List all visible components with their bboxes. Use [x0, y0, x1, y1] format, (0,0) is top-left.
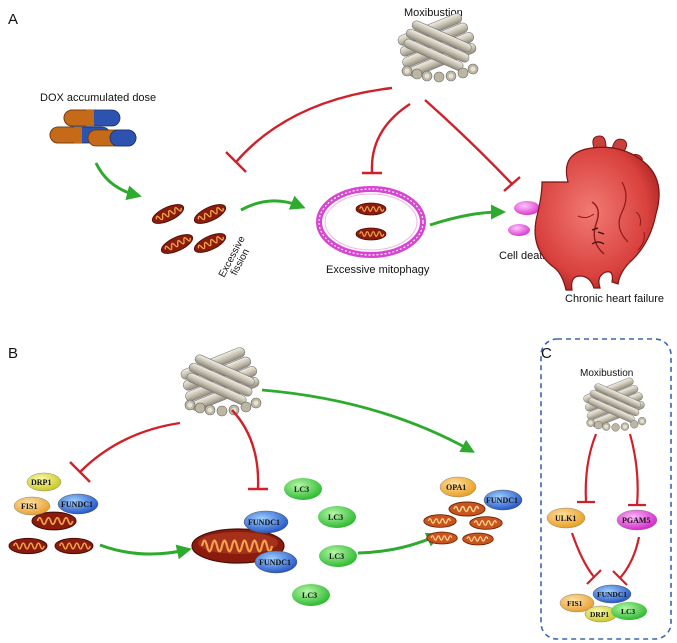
- panel-b-letter: B: [8, 345, 18, 362]
- fis1-label-c: FIS1: [567, 599, 583, 608]
- panel-c-frame: [540, 338, 672, 640]
- lc3-label-4: LC3: [302, 591, 317, 600]
- moxa-sticks-icon-a: [392, 10, 480, 83]
- panel-c-letter: C: [541, 345, 552, 362]
- lc3-group: LC3 LC3 LC3 LC3: [284, 478, 357, 606]
- activation-arrow-lc3-fusion: [357, 532, 442, 555]
- activation-arrow-moxa-opa1: [261, 388, 475, 453]
- fusion-complex: OPA1 FUNDC1: [423, 476, 523, 546]
- autophagosome: [316, 186, 426, 258]
- moxa-sticks-icon-b: [175, 344, 263, 417]
- lc3-label-3: LC3: [329, 552, 344, 561]
- moxibustion-label-c: Moxibustion: [580, 368, 633, 379]
- cell-death-label: Cell death: [499, 250, 549, 262]
- fundc1-label-b-mid-bottom: FUNDC1: [259, 558, 291, 567]
- dox-capsules-icon: [49, 109, 137, 147]
- fundc1-label-b-mid-top: FUNDC1: [248, 518, 280, 527]
- fundc1-label-b-right: FUNDC1: [486, 496, 518, 505]
- activation-arrow-fission-mitophagy: [240, 195, 306, 212]
- activation-arrow-dox-fission: [94, 162, 142, 201]
- fis1-label-b: FIS1: [21, 502, 37, 511]
- fission-complex: DRP1 FIS1 FUNDC1: [8, 472, 99, 555]
- pgam5-label: PGAM5: [622, 516, 650, 525]
- moxa-sticks-icon-c: [579, 375, 648, 432]
- mitophagy-label: Excessive mitophagy: [326, 264, 430, 276]
- panel-a-letter: A: [8, 11, 18, 28]
- dox-label: DOX accumulated dose: [40, 92, 156, 104]
- fragmented-mitochondria: [149, 199, 229, 259]
- inhibition-lines-c: [570, 433, 646, 586]
- fundc1-label-c: FUNDC1: [597, 590, 627, 599]
- dying-cells-icon: [508, 201, 540, 236]
- activation-arrow-mitophagy-death: [429, 204, 506, 227]
- ulk1-label: ULK1: [555, 514, 576, 523]
- chf-label: Chronic heart failure: [565, 293, 664, 305]
- lc3-label-1: LC3: [294, 485, 309, 494]
- lc3-label-c: LC3: [621, 607, 635, 616]
- lc3-label-2: LC3: [328, 513, 343, 522]
- moxibustion-label-a: Moxibustion: [404, 7, 463, 19]
- drp1-label-b: DRP1: [31, 478, 51, 487]
- fundc1-label-b-left: FUNDC1: [61, 500, 93, 509]
- inhibition-lines-a: [225, 86, 521, 192]
- mitophagy-complex: FUNDC1 FUNDC1: [190, 510, 298, 574]
- failing-heart-icon: [534, 135, 660, 291]
- inhibition-lines-b: [69, 409, 268, 491]
- activation-arrow-fission-fusion: [99, 543, 192, 560]
- drp1-label-c: DRP1: [590, 610, 609, 619]
- opa1-label: OPA1: [446, 483, 466, 492]
- fundc1-complex-c: FUNDC1 FIS1 DRP1 LC3: [559, 584, 647, 623]
